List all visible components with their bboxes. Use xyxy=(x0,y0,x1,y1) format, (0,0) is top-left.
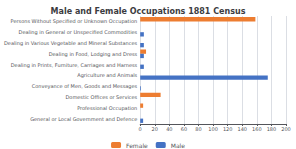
svg-text:Agriculture and Animals: Agriculture and Animals xyxy=(77,72,137,79)
svg-text:100: 100 xyxy=(208,126,218,132)
svg-text:80: 80 xyxy=(195,126,201,132)
svg-text:40: 40 xyxy=(166,126,172,132)
svg-text:160: 160 xyxy=(252,126,262,132)
svg-text:120: 120 xyxy=(223,126,233,132)
svg-text:200: 200 xyxy=(281,126,291,132)
svg-text:Dealing in General or Unspecif: Dealing in General or Unspecified Commod… xyxy=(19,29,138,36)
svg-text:Dealing in Various Vegetable a: Dealing in Various Vegetable and Mineral… xyxy=(4,40,138,47)
svg-text:General or Local Government an: General or Local Government and Defence xyxy=(30,116,137,122)
svg-text:20: 20 xyxy=(152,126,158,132)
svg-text:Male and Female Occupations 18: Male and Female Occupations 1881 Census xyxy=(51,7,246,16)
svg-text:Conveyance of Men, Goods and M: Conveyance of Men, Goods and Messages xyxy=(32,83,138,90)
svg-text:Professional Occupation: Professional Occupation xyxy=(77,105,137,112)
svg-text:Dealing in Food, Lodging and D: Dealing in Food, Lodging and Dress xyxy=(49,51,138,58)
svg-text:Female: Female xyxy=(126,142,148,149)
svg-text:Male: Male xyxy=(171,142,186,149)
svg-text:60: 60 xyxy=(181,126,187,132)
svg-text:Domestic Offices or Services: Domestic Offices or Services xyxy=(65,94,137,100)
svg-text:140: 140 xyxy=(237,126,247,132)
svg-text:Dealing in Prints, Furniture,: Dealing in Prints, Furniture, Carriages … xyxy=(11,62,138,69)
svg-text:180: 180 xyxy=(267,126,277,132)
svg-text:0: 0 xyxy=(139,126,142,132)
svg-text:Persons Without Specified or U: Persons Without Specified or Unknown Occ… xyxy=(11,18,138,25)
